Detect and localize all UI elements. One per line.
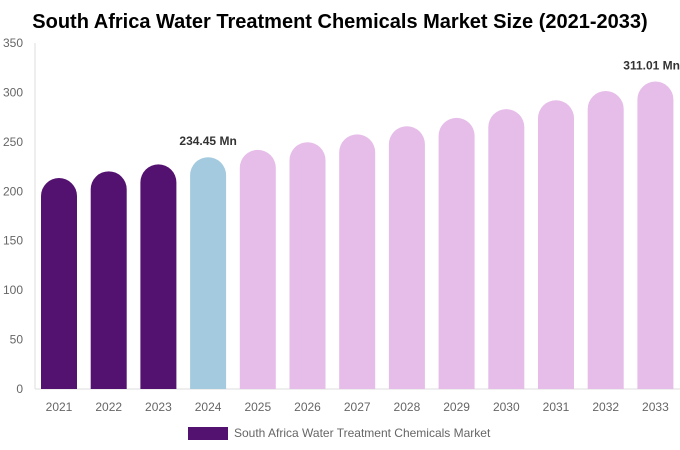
y-tick-label: 100 bbox=[3, 283, 23, 297]
y-tick-label: 300 bbox=[3, 85, 23, 99]
y-tick-label: 200 bbox=[3, 184, 23, 198]
y-tick-label: 150 bbox=[3, 234, 23, 248]
legend-label: South Africa Water Treatment Chemicals M… bbox=[234, 426, 491, 440]
bar-2025 bbox=[239, 149, 276, 389]
bar-2032 bbox=[587, 91, 624, 390]
x-tick-label: 2031 bbox=[543, 400, 570, 414]
x-tick-label: 2021 bbox=[46, 400, 73, 414]
x-tick-label: 2030 bbox=[493, 400, 520, 414]
x-tick-label: 2023 bbox=[145, 400, 172, 414]
y-tick-label: 350 bbox=[3, 36, 23, 50]
x-tick-label: 2033 bbox=[642, 400, 669, 414]
x-tick-label: 2022 bbox=[95, 400, 122, 414]
x-tick-label: 2025 bbox=[244, 400, 271, 414]
legend-swatch bbox=[188, 427, 228, 440]
x-tick-label: 2029 bbox=[443, 400, 470, 414]
x-tick-label: 2027 bbox=[344, 400, 371, 414]
bar-2027 bbox=[339, 134, 376, 389]
x-tick-label: 2026 bbox=[294, 400, 321, 414]
bar-2021 bbox=[41, 178, 77, 389]
bar-2033 bbox=[637, 81, 674, 389]
bar-2026 bbox=[289, 142, 326, 389]
bar-2030 bbox=[488, 109, 525, 389]
y-tick-label: 0 bbox=[16, 382, 23, 396]
data-label-2024: 234.45 Mn bbox=[179, 134, 236, 148]
bar-2024 bbox=[190, 157, 227, 389]
bar-2022 bbox=[90, 171, 127, 389]
data-label-2033: 311.01 Mn bbox=[623, 59, 680, 73]
chart-title: South Africa Water Treatment Chemicals M… bbox=[32, 11, 647, 33]
x-tick-label: 2028 bbox=[394, 400, 421, 414]
bar-2029 bbox=[438, 117, 475, 390]
bar-2028 bbox=[388, 126, 425, 389]
bar-2023 bbox=[140, 164, 177, 389]
x-tick-label: 2024 bbox=[195, 400, 222, 414]
y-tick-label: 50 bbox=[10, 333, 24, 347]
bar-2031 bbox=[538, 100, 574, 390]
y-tick-label: 250 bbox=[3, 135, 23, 149]
x-tick-label: 2032 bbox=[592, 400, 619, 414]
